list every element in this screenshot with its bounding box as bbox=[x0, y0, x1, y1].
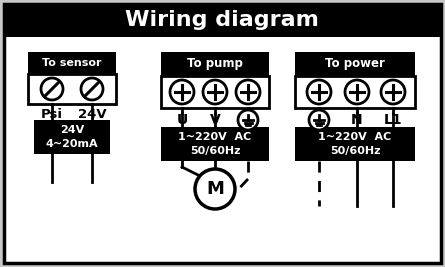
Bar bbox=[28, 74, 116, 104]
Bar bbox=[161, 127, 269, 161]
Text: N: N bbox=[351, 113, 363, 127]
Text: 1~220V  AC
50/60Hz: 1~220V AC 50/60Hz bbox=[178, 132, 251, 156]
Circle shape bbox=[345, 80, 369, 104]
Text: U: U bbox=[176, 113, 188, 127]
Circle shape bbox=[170, 80, 194, 104]
Text: Wiring diagram: Wiring diagram bbox=[125, 10, 319, 30]
Text: 24V
4~20mA: 24V 4~20mA bbox=[46, 125, 98, 149]
Bar bbox=[161, 76, 269, 108]
Bar bbox=[295, 52, 415, 76]
Bar bbox=[295, 127, 415, 161]
Circle shape bbox=[381, 80, 405, 104]
Bar bbox=[34, 120, 110, 154]
Text: V: V bbox=[210, 113, 220, 127]
Text: To pump: To pump bbox=[187, 57, 243, 70]
Bar bbox=[161, 52, 269, 76]
Circle shape bbox=[307, 80, 331, 104]
Bar bbox=[28, 52, 116, 74]
Text: To sensor: To sensor bbox=[42, 58, 102, 68]
Bar bbox=[295, 76, 415, 108]
Circle shape bbox=[236, 80, 260, 104]
Circle shape bbox=[81, 78, 103, 100]
Circle shape bbox=[203, 80, 227, 104]
Text: To power: To power bbox=[325, 57, 385, 70]
Circle shape bbox=[195, 169, 235, 209]
Text: M: M bbox=[206, 180, 224, 198]
Circle shape bbox=[309, 110, 329, 130]
Text: 24V: 24V bbox=[78, 108, 106, 120]
Text: Psi: Psi bbox=[41, 108, 63, 120]
Bar bbox=[4, 4, 441, 37]
Text: 1~220V  AC
50/60Hz: 1~220V AC 50/60Hz bbox=[318, 132, 392, 156]
Text: L1: L1 bbox=[384, 113, 402, 127]
Circle shape bbox=[238, 110, 258, 130]
Circle shape bbox=[41, 78, 63, 100]
